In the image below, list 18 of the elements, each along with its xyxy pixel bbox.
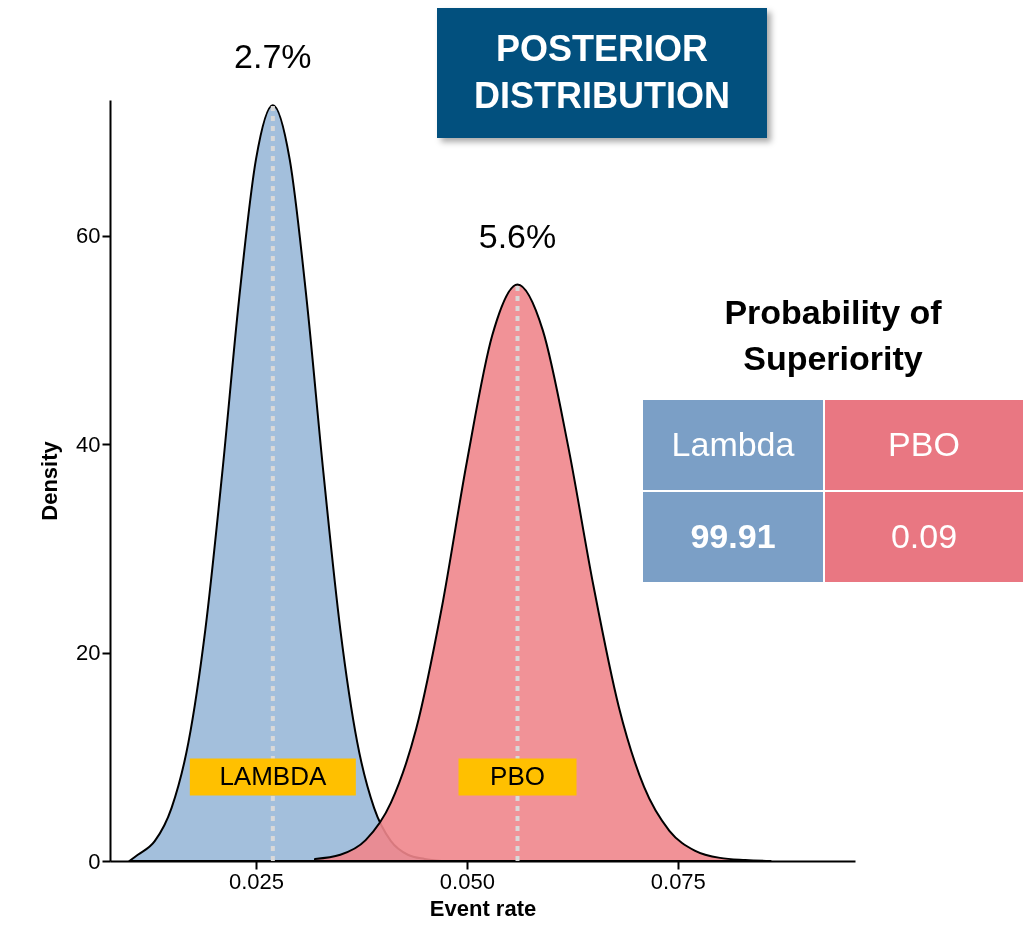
y-axis-title: Density (37, 440, 63, 521)
x-axis-title: Event rate (429, 895, 537, 921)
x-tick-label: 0.025 (228, 868, 284, 894)
ref-line-label: 5.6% (478, 216, 557, 255)
ref-line-label: 2.7% (234, 37, 312, 76)
series-label: LAMBDA (219, 761, 327, 791)
x-tick-label: 0.050 (439, 868, 495, 894)
annotation: Lambda (643, 399, 823, 490)
y-tick-label: 20 (76, 640, 101, 666)
x-tick-label: 0.075 (650, 868, 706, 894)
annotation: 99.91 (643, 491, 823, 582)
annotation: Probability of Superiority (723, 292, 943, 379)
series-label: PBO (490, 761, 545, 791)
y-tick-label: 0 (88, 848, 101, 874)
y-tick-label: 60 (76, 223, 101, 249)
superiority-table: Probability of Superiority Lambda PBO 99.91 0.09 (643, 290, 1023, 582)
chart-title: POSTERIOR DISTRIBUTION (437, 8, 767, 138)
y-tick-label: 40 (76, 431, 101, 457)
